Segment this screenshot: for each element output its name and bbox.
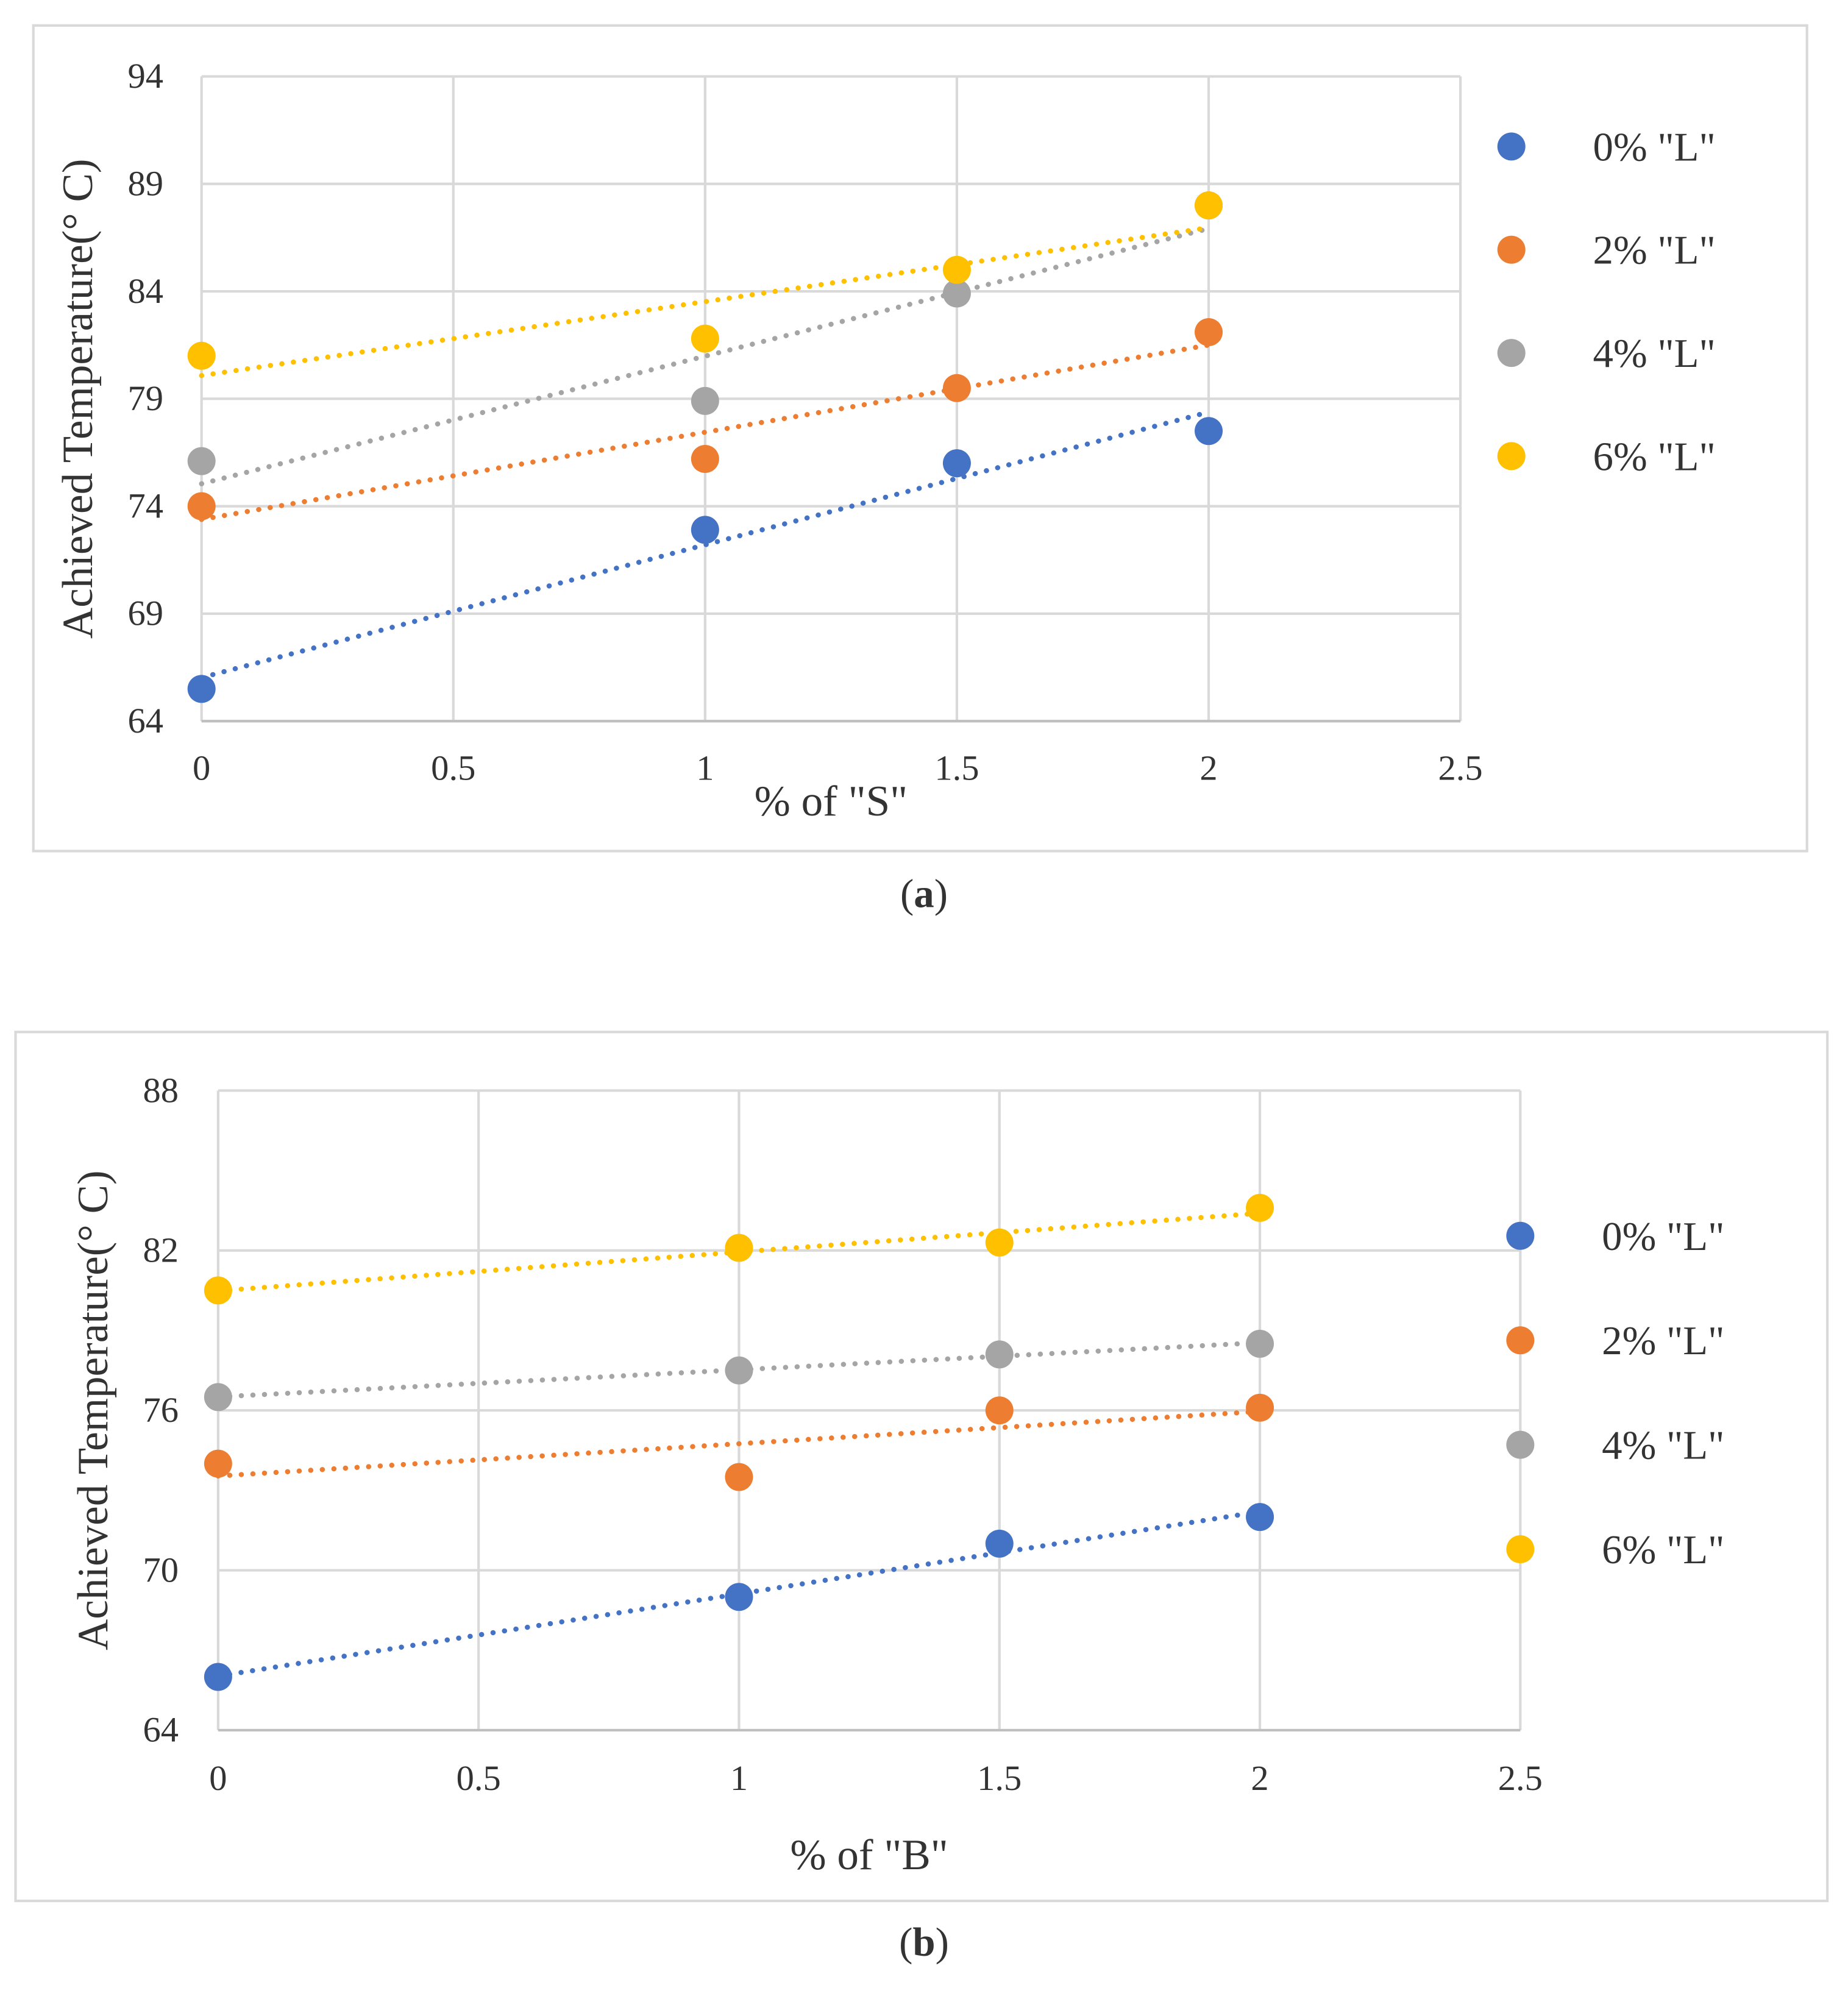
x-tick-label: 2: [1251, 1758, 1268, 1798]
data-point: [204, 1449, 232, 1478]
data-point: [985, 1396, 1014, 1425]
caption-paren: ): [934, 871, 948, 916]
trendline-3: [199, 225, 1212, 378]
trendline-0: [199, 410, 1212, 680]
trendline-2: [199, 225, 1212, 486]
x-tick-label: 2.5: [1498, 1758, 1543, 1798]
x-tick-label: 1: [696, 748, 714, 787]
legend-label: 2% "L": [1593, 228, 1716, 273]
data-point: [942, 374, 971, 402]
legend-marker: [1506, 1326, 1535, 1355]
legend-marker: [1506, 1221, 1535, 1250]
x-axis-label: % of "S": [755, 778, 908, 825]
data-point: [1246, 1393, 1274, 1422]
legend-label: 4% "L": [1602, 1423, 1724, 1468]
data-point: [204, 1276, 232, 1305]
y-tick-label: 64: [143, 1710, 179, 1750]
trendline-1: [215, 1408, 1263, 1479]
legend-marker: [1497, 235, 1526, 264]
chart-frame: [32, 24, 1808, 853]
x-axis-label: % of "B": [790, 1831, 948, 1879]
y-axis-label: Achieved Temperature(° C): [69, 1170, 117, 1650]
data-point: [691, 324, 719, 353]
data-point: [1246, 1329, 1274, 1358]
data-point: [1195, 191, 1223, 219]
x-tick-label: 0.5: [457, 1758, 501, 1798]
data-point: [1195, 318, 1223, 347]
legend-marker: [1497, 339, 1526, 367]
legend-label: 2% "L": [1602, 1318, 1724, 1363]
data-point: [691, 516, 719, 544]
caption: (b): [899, 1920, 949, 1965]
data-point: [725, 1583, 753, 1611]
data-point: [1195, 417, 1223, 446]
data-point: [204, 1383, 232, 1411]
legend-marker: [1506, 1535, 1535, 1564]
data-point: [1246, 1193, 1274, 1222]
legend-marker: [1497, 442, 1526, 470]
data-point: [691, 445, 719, 474]
legend-label: 4% "L": [1593, 331, 1716, 376]
data-point: [725, 1234, 753, 1262]
y-tick-label: 74: [127, 486, 163, 525]
chart-frame: [14, 1031, 1829, 1903]
data-point: [942, 255, 971, 284]
data-point: [691, 386, 719, 415]
x-tick-label: 0: [209, 1758, 227, 1798]
x-tick-label: 1: [730, 1758, 748, 1798]
y-tick-label: 70: [143, 1550, 179, 1589]
y-tick-label: 79: [127, 378, 163, 418]
y-tick-label: 64: [127, 701, 163, 740]
chart-a: 64 69 74 79 84 89 94 0 0.5 1 1.5 2 2.5 % of "S" Achiev…: [32, 24, 1808, 916]
y-axis-label: Achieved Temperature(° C): [54, 158, 102, 639]
x-tick-label: 0.5: [431, 748, 475, 787]
caption: (a): [900, 871, 948, 916]
x-tick-label: 2.5: [1438, 748, 1483, 787]
legend-label: 6% "L": [1602, 1527, 1724, 1572]
caption-letter: a: [914, 871, 934, 916]
data-point: [985, 1340, 1014, 1369]
data-point: [942, 449, 971, 478]
caption-paren: (: [899, 1920, 912, 1965]
legend-label: 6% "L": [1593, 434, 1716, 479]
y-tick-label: 84: [127, 271, 163, 311]
chart-b: 64 70 76 82 88 0 0.5 1 1.5 2 2.5 % of "B" Achieved T…: [14, 1031, 1829, 1965]
trendline-1: [199, 342, 1212, 522]
legend-marker: [1497, 132, 1526, 161]
legend-label: 0% "L": [1602, 1214, 1724, 1259]
caption-paren: (: [900, 871, 914, 916]
data-point: [942, 279, 971, 308]
caption-paren: ): [936, 1920, 949, 1965]
x-tick-label: 2: [1199, 748, 1217, 787]
data-point: [985, 1529, 1014, 1558]
y-tick-label: 82: [143, 1230, 179, 1270]
legend-label: 0% "L": [1593, 124, 1716, 169]
y-tick-label: 88: [143, 1070, 179, 1110]
y-tick-label: 94: [127, 56, 163, 96]
y-tick-label: 69: [127, 594, 163, 633]
data-point: [187, 675, 216, 703]
data-point: [1246, 1503, 1274, 1532]
data-point: [187, 447, 216, 475]
data-point: [187, 341, 216, 370]
caption-letter: b: [912, 1920, 935, 1965]
data-point: [725, 1463, 753, 1491]
data-point: [187, 492, 216, 520]
legend-marker: [1506, 1430, 1535, 1459]
data-point: [725, 1356, 753, 1385]
trendline-0: [215, 1509, 1263, 1679]
x-tick-label: 1.5: [934, 748, 979, 787]
data-point: [985, 1228, 1014, 1257]
x-tick-label: 0: [193, 748, 210, 787]
y-tick-label: 76: [143, 1390, 179, 1430]
data-point: [204, 1663, 232, 1691]
y-tick-label: 89: [127, 164, 163, 204]
x-tick-label: 1.5: [977, 1758, 1022, 1798]
